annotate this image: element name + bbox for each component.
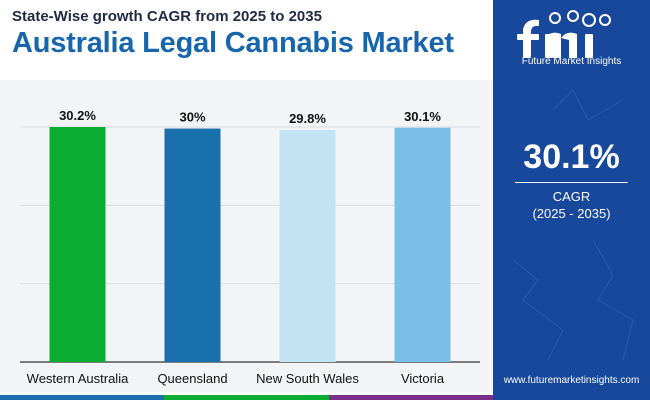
website-link[interactable]: www.futuremarketinsights.com [503, 375, 640, 386]
footer-color-strip [0, 395, 493, 400]
bars [49, 127, 451, 363]
bar-western-australia [49, 127, 106, 362]
decorative-lines [512, 89, 634, 361]
footer-strip-segment [328, 395, 493, 400]
footer-strip-segment [0, 395, 165, 400]
fmi-logo [517, 10, 611, 58]
data-label: 29.8% [289, 111, 326, 126]
cagr-value: 30.1% [523, 138, 620, 176]
bar-chart: 30.2% 30% 29.8% 30.1% Western Australia Quee… [20, 108, 480, 386]
chart-subtitle: State-Wise growth CAGR from 2025 to 2035 [12, 8, 322, 25]
category-label: Western Australia [27, 371, 129, 386]
footer-strip-segment [164, 395, 329, 400]
data-label: 30.1% [404, 109, 441, 124]
bar-new-south-wales [279, 130, 336, 362]
bar-queensland [164, 128, 221, 362]
side-panel: Future Market Insights 30.1% CAGR (2025 … [493, 0, 650, 400]
data-label: 30% [179, 110, 205, 125]
cagr-period: (2025 - 2035) [532, 206, 611, 221]
category-labels: Western Australia Queensland New South Wal… [27, 371, 445, 386]
chart-title: Australia Legal Cannabis Market [12, 27, 454, 59]
category-label: Victoria [401, 371, 445, 386]
category-label: Queensland [157, 371, 227, 386]
plot-area: 30.2% 30% 29.8% 30.1% Western Australia Quee… [0, 80, 493, 392]
logo-text: Future Market Insights [521, 56, 622, 67]
stat-divider [515, 182, 628, 183]
data-labels: 30.2% 30% 29.8% 30.1% [59, 108, 441, 126]
data-label: 30.2% [59, 108, 96, 123]
category-label: New South Wales [256, 371, 359, 386]
bar-victoria [394, 127, 451, 363]
cagr-label: CAGR [552, 189, 591, 204]
chart-header: State-Wise growth CAGR from 2025 to 2035… [0, 0, 493, 80]
